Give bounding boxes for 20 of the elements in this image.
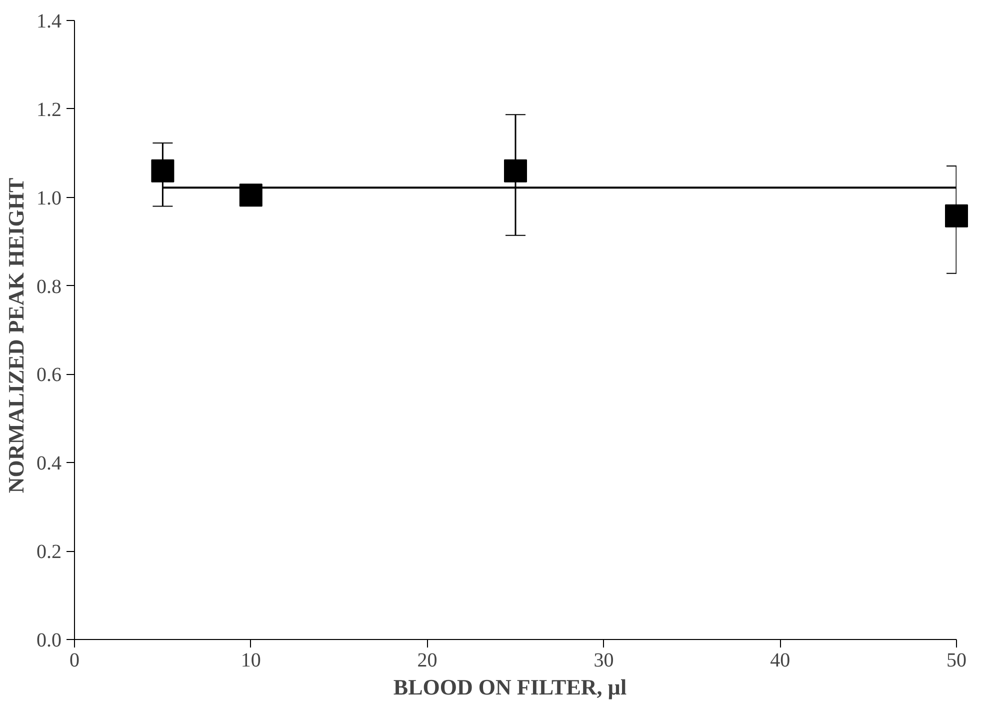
point [239, 184, 262, 207]
point [151, 159, 174, 182]
point [504, 159, 527, 182]
x-tick-label: 20 [417, 650, 438, 672]
x-tick-label: 0 [70, 650, 80, 672]
y-tick-label: 1.2 [36, 98, 62, 121]
x-axis-title: BLOOD ON FILTER, µl [393, 674, 627, 700]
x-tick-label: 10 [240, 650, 261, 672]
y-tick-label: 0.0 [36, 630, 62, 652]
x-tick-label: 30 [594, 650, 614, 672]
x-tick-label: 50 [946, 650, 966, 672]
x-tick-label: 40 [770, 650, 790, 672]
y-tick-label: 0.2 [36, 541, 62, 564]
y-axis-title: NORMALIZED PEAK HEIGHT [4, 177, 28, 494]
y-tick-label: 1.0 [36, 187, 62, 210]
y-tick-label: 0.6 [36, 364, 62, 386]
y-tick-label: 0.8 [36, 276, 62, 298]
y-tick-label: 1.4 [36, 10, 62, 32]
y-tick-label: 0.4 [36, 452, 62, 475]
point [945, 204, 968, 228]
